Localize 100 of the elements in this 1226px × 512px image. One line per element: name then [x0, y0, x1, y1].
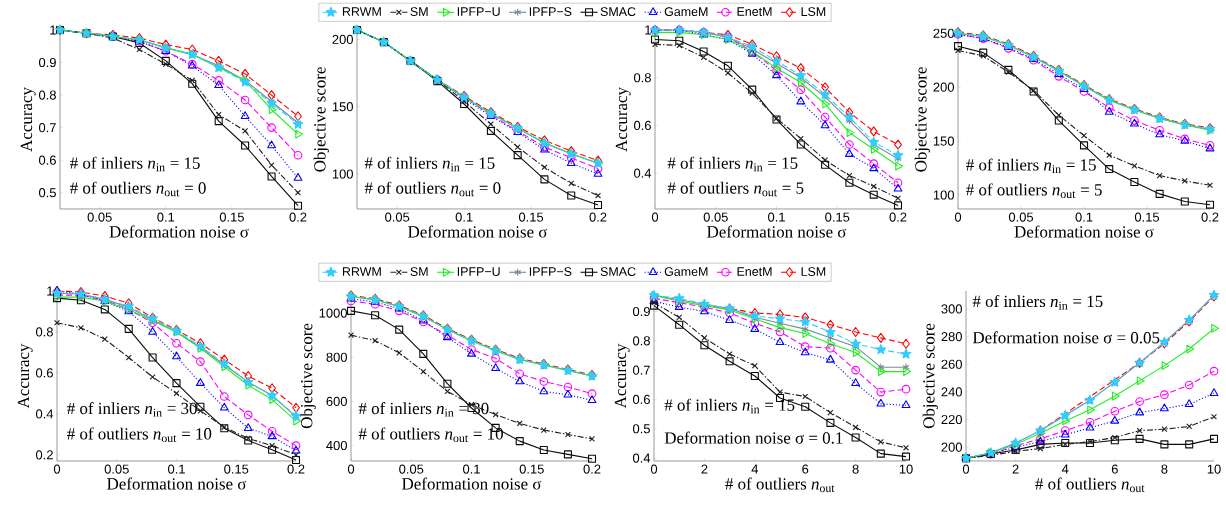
y-tick-label: 0.4	[633, 168, 652, 178]
annotation: # of inliers n$_{in}$ = 30	[67, 402, 197, 417]
y-tick-label: 150	[933, 136, 954, 146]
annotation: # of outliers n$_{out}$ = 0	[70, 181, 206, 197]
y-tick-label: 0.8	[632, 336, 650, 346]
annotation: Deformation noise σ = 0.05	[972, 331, 1160, 344]
x-tick-label: 0.2	[1201, 212, 1219, 222]
y-tick-label: 0.5	[38, 188, 56, 198]
annotation: # of inliers n$_{in}$ = 15	[966, 158, 1096, 173]
y-tick-label: 150	[332, 102, 353, 112]
y-tick-label: 0.8	[38, 90, 56, 100]
y-tick-label: 0.5	[632, 424, 650, 434]
legend-label: RRWM	[342, 7, 381, 16]
y-tick-label: 1000	[319, 308, 347, 318]
y-tick-label: 0.6	[38, 155, 56, 165]
y-axis-title: Accuracy	[615, 87, 631, 152]
y-axis-title: Objective score	[313, 67, 330, 172]
x-tick-label: 0.1	[168, 464, 185, 474]
x-tick-label: 8	[1161, 464, 1168, 474]
y-tick-label: 0.6	[35, 368, 53, 378]
annotation: # of inliers n$_{in}$ = 15	[364, 156, 495, 172]
y-tick-label: 1	[47, 286, 53, 296]
x-axis-title: Deformation noise σ	[1014, 225, 1154, 238]
legend-label: RRWM	[342, 267, 381, 276]
x-tick-label: 0.2	[589, 212, 607, 222]
x-tick-label: 0.15	[518, 212, 544, 222]
y-tick-label: 0.4	[632, 453, 651, 463]
x-axis-title: Deformation noise σ	[402, 477, 542, 490]
y-axis-title: Accuracy	[17, 343, 33, 409]
y-axis-title: Accuracy	[20, 87, 36, 152]
annotation: # of outliers n$_{out}$ = 5	[667, 181, 804, 197]
x-tick-label: 0.15	[219, 212, 244, 222]
y-axis-title: Objective score	[914, 67, 931, 172]
y-tick-label: 0.6	[632, 394, 650, 405]
y-axis-title: Accuracy	[614, 343, 630, 409]
x-tick-label: 4	[1061, 464, 1069, 474]
y-tick-label: 0.4	[35, 409, 54, 419]
legend-label: IPFP−S	[529, 267, 572, 276]
y-tick-label: 200	[933, 82, 954, 92]
annotation: # of inliers n$_{in}$ = 15	[664, 398, 795, 414]
x-tick-label: 0.15	[1134, 212, 1160, 222]
x-tick-label: 0.2	[889, 212, 907, 222]
legend-label: SMAC	[600, 267, 636, 276]
y-tick-label: 200	[941, 442, 962, 452]
x-tick-label: 0.2	[287, 464, 305, 474]
x-tick-label: 0.1	[768, 212, 785, 222]
x-tick-label: 0.15	[224, 464, 249, 474]
y-tick-label: 240	[941, 387, 962, 397]
x-axis-title: Deformation noise σ	[707, 225, 847, 238]
x-axis-title: # of outliers n$_{out}$	[725, 477, 835, 493]
x-tick-label: 6	[1111, 464, 1118, 474]
y-tick-label: 0.7	[632, 365, 650, 375]
legend-label: SM	[410, 267, 428, 276]
y-tick-label: 1	[645, 25, 651, 35]
y-tick-label: 300	[941, 304, 962, 314]
x-tick-label: 0.15	[825, 212, 850, 222]
x-tick-label: 0.1	[157, 212, 175, 222]
y-tick-label: 0.6	[633, 120, 651, 131]
x-tick-label: 0.05	[104, 464, 129, 474]
x-tick-label: 0.2	[583, 464, 601, 474]
x-tick-label: 0.1	[1075, 212, 1093, 222]
y-tick-label: 260	[941, 359, 962, 369]
legend-label: LSM	[801, 7, 826, 16]
y-tick-label: 0.2	[35, 450, 53, 460]
x-tick-label: 0	[651, 212, 659, 222]
y-tick-label: 600	[326, 396, 347, 406]
x-axis-title: Deformation noise σ	[109, 225, 249, 238]
x-tick-label: 2	[701, 464, 708, 474]
y-tick-label: 200	[332, 34, 353, 44]
x-tick-label: 0	[347, 464, 355, 474]
y-tick-label: 800	[326, 352, 347, 362]
y-tick-label: 0.9	[632, 306, 650, 317]
x-tick-label: 6	[802, 464, 809, 474]
x-tick-label: 0.1	[463, 464, 480, 474]
legend-label: LSM	[801, 267, 826, 276]
annotation: # of outliers n$_{out}$ = 10	[67, 427, 212, 443]
x-tick-label: 10	[899, 464, 913, 474]
y-tick-label: 0.9	[38, 57, 56, 68]
x-tick-label: 0.05	[703, 212, 728, 222]
legend-label: GameM	[664, 267, 708, 276]
annotation: # of inliers n$_{in}$ = 15	[972, 294, 1103, 310]
y-tick-label: 1	[50, 25, 56, 35]
y-tick-label: 220	[941, 414, 962, 425]
legend-label: EnetM	[737, 7, 772, 16]
annotation: # of outliers n$_{out}$ = 5	[966, 183, 1102, 199]
legend-label: EnetM	[737, 267, 772, 276]
y-tick-label: 280	[941, 332, 962, 342]
x-tick-label: 0	[954, 212, 962, 222]
x-tick-label: 0.05	[1008, 212, 1034, 222]
annotation: # of inliers n$_{in}$ = 30	[358, 402, 489, 417]
legend-label: IPFP−S	[529, 7, 572, 16]
x-tick-label: 0.05	[399, 464, 424, 474]
x-axis-title: Deformation noise σ	[107, 477, 247, 490]
x-tick-label: 0.1	[455, 212, 473, 222]
annotation: # of inliers n$_{in}$ = 15	[70, 156, 200, 172]
annotation: # of outliers n$_{out}$ = 0	[364, 181, 501, 197]
x-axis-title: Deformation noise σ	[408, 225, 548, 238]
y-axis-title: Objective score	[922, 323, 939, 429]
legend-label: IPFP−U	[457, 7, 500, 16]
y-tick-label: 100	[933, 190, 954, 200]
